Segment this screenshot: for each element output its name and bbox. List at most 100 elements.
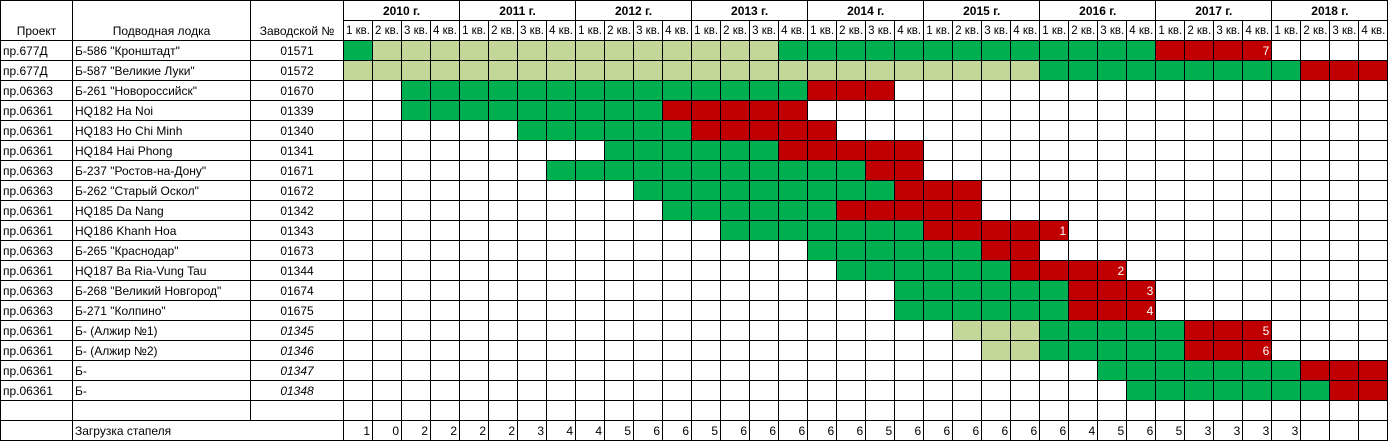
schedule-cell — [1300, 320, 1331, 341]
schedule-cell — [894, 320, 925, 341]
schedule-cell — [1329, 160, 1360, 181]
schedule-cell — [1010, 40, 1041, 61]
schedule-cell — [1068, 240, 1099, 261]
schedule-cell — [1068, 260, 1099, 281]
schedule-cell — [749, 220, 780, 241]
schedule-cell: 3 — [1126, 280, 1157, 301]
factory-number: 01346 — [250, 340, 344, 361]
schedule-cell — [372, 60, 402, 81]
boat-name: Б-265 "Краснодар" — [72, 240, 251, 261]
schedule-cell — [749, 360, 780, 381]
schedule-cell — [343, 160, 373, 181]
quarter-header: 2 кв. — [1184, 20, 1215, 41]
schedule-cell — [459, 280, 490, 301]
project: пр.06361 — [0, 380, 73, 401]
empty-cell — [1358, 400, 1389, 421]
schedule-cell: 7 — [1242, 40, 1273, 61]
empty-cell — [807, 400, 838, 421]
schedule-cell — [662, 80, 693, 101]
schedule-cell — [981, 280, 1012, 301]
schedule-cell — [1213, 360, 1244, 381]
schedule-cell — [836, 300, 867, 321]
schedule-cell — [517, 220, 548, 241]
schedule-cell — [807, 140, 838, 161]
schedule-cell — [1184, 200, 1215, 221]
schedule-cell — [749, 280, 780, 301]
quarter-header: 3 кв. — [1329, 20, 1360, 41]
schedule-cell — [1068, 300, 1099, 321]
schedule-cell — [1068, 200, 1099, 221]
factory-number: 01572 — [250, 60, 344, 81]
schedule-cell — [633, 100, 664, 121]
schedule-cell — [459, 180, 490, 201]
schedule-cell — [1329, 380, 1360, 401]
project: пр.06363 — [0, 240, 73, 261]
schedule-cell — [517, 240, 548, 261]
empty-cell — [836, 400, 867, 421]
boat-row: пр.06361 HQ182 Ha Noi 01339 — [0, 100, 1389, 121]
schedule-cell — [1097, 280, 1128, 301]
project: пр.06363 — [0, 180, 73, 201]
schedule-cell — [1213, 60, 1244, 81]
schedule-cell — [604, 260, 635, 281]
load-value: 5 — [1155, 420, 1186, 441]
schedule-cell — [488, 180, 519, 201]
project: пр.06361 — [0, 320, 73, 341]
schedule-cell — [1155, 160, 1186, 181]
schedule-cell — [1242, 220, 1273, 241]
schedule-cell — [720, 240, 751, 261]
schedule-cell — [517, 280, 548, 301]
boat-row: пр.06361 Б- 01348 — [0, 380, 1389, 401]
schedule-cell — [720, 360, 751, 381]
factory-number: 01671 — [250, 160, 344, 181]
schedule-cell — [1329, 60, 1360, 81]
schedule-cell — [488, 60, 519, 81]
quarter-header: 1 кв. — [343, 20, 373, 41]
schedule-cell — [401, 160, 431, 181]
schedule-cell — [401, 380, 431, 401]
schedule-cell — [1358, 340, 1389, 361]
factory-number: 01673 — [250, 240, 344, 261]
schedule-cell — [778, 100, 809, 121]
load-value: 2 — [459, 420, 490, 441]
schedule-cell — [1068, 40, 1099, 61]
schedule-cell — [1213, 240, 1244, 261]
schedule-cell — [865, 120, 896, 141]
schedule-cell — [1271, 40, 1302, 61]
boat-name: Б- — [72, 360, 251, 381]
schedule-cell — [401, 360, 431, 381]
schedule-cell — [517, 100, 548, 121]
schedule-cell — [749, 140, 780, 161]
schedule-cell — [662, 100, 693, 121]
schedule-cell — [1271, 200, 1302, 221]
schedule-cell — [517, 140, 548, 161]
schedule-cell — [778, 200, 809, 221]
schedule-cell — [865, 340, 896, 361]
schedule-cell — [488, 40, 519, 61]
schedule-cell — [1039, 260, 1070, 281]
schedule-cell — [604, 380, 635, 401]
schedule-cell — [865, 260, 896, 281]
schedule-cell — [517, 340, 548, 361]
schedule-cell — [372, 260, 402, 281]
schedule-cell — [865, 360, 896, 381]
header-row: Проект Подводная лодка Заводской № 2010 г. 2… — [0, 0, 1389, 41]
schedule-cell — [1155, 220, 1186, 241]
schedule-cell — [1242, 180, 1273, 201]
factory-number: 01344 — [250, 260, 344, 281]
schedule-cell — [1329, 40, 1360, 61]
year-header: 2013 г. — [691, 0, 809, 21]
schedule-cell — [749, 260, 780, 281]
schedule-cell — [952, 120, 983, 141]
schedule-cell — [1155, 240, 1186, 261]
schedule-cell — [633, 280, 664, 301]
schedule-cell — [836, 340, 867, 361]
schedule-cell — [662, 360, 693, 381]
schedule-cell — [372, 80, 402, 101]
quarter-header: 4 кв. — [1126, 20, 1157, 41]
schedule-cell — [662, 140, 693, 161]
schedule-cell — [633, 80, 664, 101]
schedule-cell — [575, 320, 606, 341]
schedule-cell — [720, 260, 751, 281]
schedule-cell — [633, 160, 664, 181]
